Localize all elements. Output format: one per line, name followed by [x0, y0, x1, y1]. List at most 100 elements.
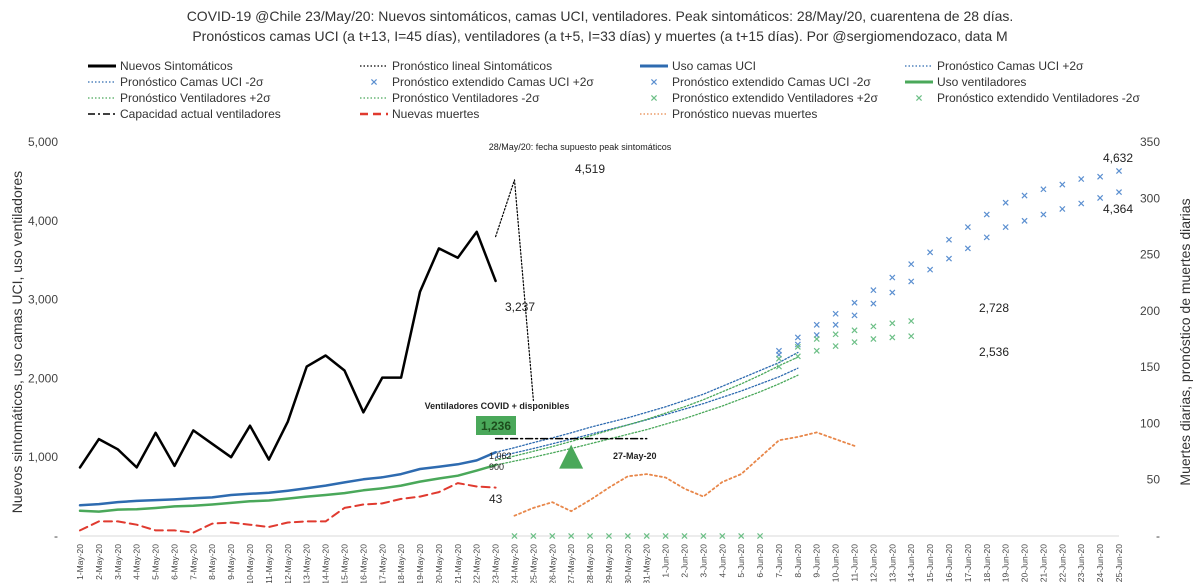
ext-uci-plus-marker [870, 287, 877, 294]
deaths-last-label: 43 [489, 492, 503, 506]
zero-marker [568, 532, 575, 540]
pronostico-lineal-sintomaticos-line [495, 179, 535, 402]
legend-swatch [915, 94, 923, 102]
legend-label: Uso camas UCI [672, 59, 756, 73]
ext-uci-minus-marker [964, 245, 971, 252]
x-tick-label: 23-May-20 [491, 544, 501, 583]
y-left-tick-label: 2,000 [28, 371, 58, 385]
ext-uci-minus-marker [832, 321, 839, 328]
ext-uci-minus-marker [851, 312, 858, 319]
legend-label: Pronóstico lineal Sintomáticos [392, 59, 552, 73]
chart-title-line2: Pronósticos camas UCI (a t+13, I=45 días… [192, 28, 1007, 44]
vent-capacity-triangle [559, 444, 584, 469]
last-sintomaticos-label: 3,237 [505, 300, 535, 314]
ext-vent-minus-marker [851, 339, 858, 346]
x-tick-label: 16-Jun-20 [944, 544, 954, 583]
ext-uci-plus-marker [1078, 176, 1085, 183]
legend-label: Pronóstico Camas UCI -2σ [120, 75, 264, 89]
x-tick-label: 22-May-20 [472, 544, 482, 583]
nuevos-sintomaticos-line [78, 230, 497, 469]
x-tick-label: 17-Jun-20 [963, 544, 973, 583]
x-tick-label: 28-May-20 [585, 544, 595, 583]
x-tick-label: 6-Jun-20 [755, 544, 765, 578]
pronostico-vent-plus-line [494, 356, 799, 462]
uso-ventiladores-line [78, 463, 497, 513]
zero-marker [662, 532, 669, 540]
ext-uci-minus-marker [927, 266, 934, 273]
uso-camas-uci-line [78, 451, 497, 507]
x-tick-label: 5-Jun-20 [736, 544, 746, 578]
y-left-tick-label: - [54, 529, 58, 543]
ext-vent-minus-marker [775, 363, 782, 370]
x-tick-label: 1-May-20 [75, 544, 85, 580]
ext-uci-plus-marker [1002, 199, 1009, 206]
x-tick-label: 9-Jun-20 [812, 544, 822, 578]
pronostico-uci-plus-line [494, 351, 799, 453]
chart-title-line1: COVID-19 @Chile 23/May/20: Nuevos sintom… [187, 8, 1014, 24]
y-right-tick-label: 200 [1140, 304, 1160, 318]
legend: Nuevos Sintomáticos Pronóstico lineal Sin… [88, 59, 1140, 121]
legend-label: Nuevas muertes [392, 107, 479, 121]
ext-uci-minus-marker [889, 289, 896, 296]
y-right-tick-label: 150 [1140, 360, 1160, 374]
ext-uci-minus-marker [983, 234, 990, 241]
y-axis-right-label: Muertes diarias, pronóstico de muertes d… [1177, 198, 1193, 485]
ext-uci-minus-marker [1002, 224, 1009, 231]
ext-uci-minus-marker [908, 278, 915, 285]
x-tick-label: 11-May-20 [264, 544, 274, 583]
y-left-tick-label: 4,000 [28, 214, 58, 228]
x-tick-label: 1-Jun-20 [661, 544, 671, 578]
y-axis-left-label: Nuevos sintomáticos, uso camas UCI, uso … [9, 171, 25, 513]
legend-label: Pronóstico nuevas muertes [672, 107, 817, 121]
x-tick-label: 17-May-20 [377, 544, 387, 583]
ext-vent-minus-marker [832, 343, 839, 350]
x-tick-label: 4-May-20 [132, 544, 142, 580]
x-tick-label: 4-Jun-20 [717, 544, 727, 578]
x-tick-label: 14-May-20 [321, 544, 331, 583]
x-tick-label: 30-May-20 [623, 544, 633, 583]
ext-uci-plus-marker [1115, 167, 1123, 175]
zero-marker [738, 532, 745, 540]
zero-marker [549, 532, 556, 540]
ext-uci-minus-marker [1078, 200, 1085, 207]
ext-vent-minus-marker [908, 333, 915, 340]
nuevas-muertes-line [79, 482, 497, 534]
y-axis-right: - 50 100 150 200 250 300 350 [1140, 135, 1160, 543]
ext-uci-plus-marker [1040, 186, 1047, 193]
zero-marker [719, 532, 726, 540]
x-tick-label: 19-Jun-20 [1001, 544, 1011, 583]
y-right-tick-label: 300 [1140, 191, 1160, 205]
ext-uci-minus-marker [1021, 217, 1028, 224]
ext-uci-plus-marker [794, 334, 801, 341]
x-tick-label: 3-May-20 [113, 544, 123, 580]
ext-vent-plus-marker [813, 335, 820, 343]
x-tick-label: 14-Jun-20 [906, 544, 916, 583]
ext-uci-plus-marker [813, 321, 820, 328]
x-tick-label: 25-Jun-20 [1114, 544, 1124, 583]
ext-uci-minus-marker [1059, 205, 1066, 213]
legend-label: Capacidad actual ventiladores [120, 107, 281, 121]
ext-uci-minus-marker [794, 341, 801, 348]
peak-annotation: 28/May/20: fecha supuesto peak sintomáti… [489, 142, 672, 152]
vent-capacity-title: Ventiladores COVID + disponibles [425, 401, 570, 411]
zero-marker [757, 532, 764, 540]
uci-ext-top-label: 4,632 [1103, 151, 1133, 165]
y-right-tick-label: 50 [1147, 473, 1161, 487]
x-tick-label: 24-May-20 [509, 544, 519, 583]
x-tick-label: 7-Jun-20 [774, 544, 784, 578]
x-tick-label: 18-Jun-20 [982, 544, 992, 583]
x-tick-label: 21-Jun-20 [1038, 544, 1048, 583]
ext-uci-plus-marker [1021, 192, 1028, 199]
ext-uci-minus-marker [1040, 211, 1047, 218]
pronostico-muertes-line [513, 431, 856, 517]
ext-uci-plus-marker [945, 236, 953, 243]
x-tick-label: 24-Jun-20 [1095, 544, 1105, 583]
ext-uci-plus-marker [851, 299, 858, 306]
legend-label: Pronóstico Ventiladores -2σ [392, 91, 540, 105]
x-tick-label: 20-May-20 [434, 544, 444, 583]
ext-vent-minus-marker [794, 353, 801, 360]
ext-uci-plus-marker [1059, 181, 1066, 188]
x-tick-label: 7-May-20 [188, 544, 198, 580]
ext-vent-plus-marker [832, 331, 839, 338]
